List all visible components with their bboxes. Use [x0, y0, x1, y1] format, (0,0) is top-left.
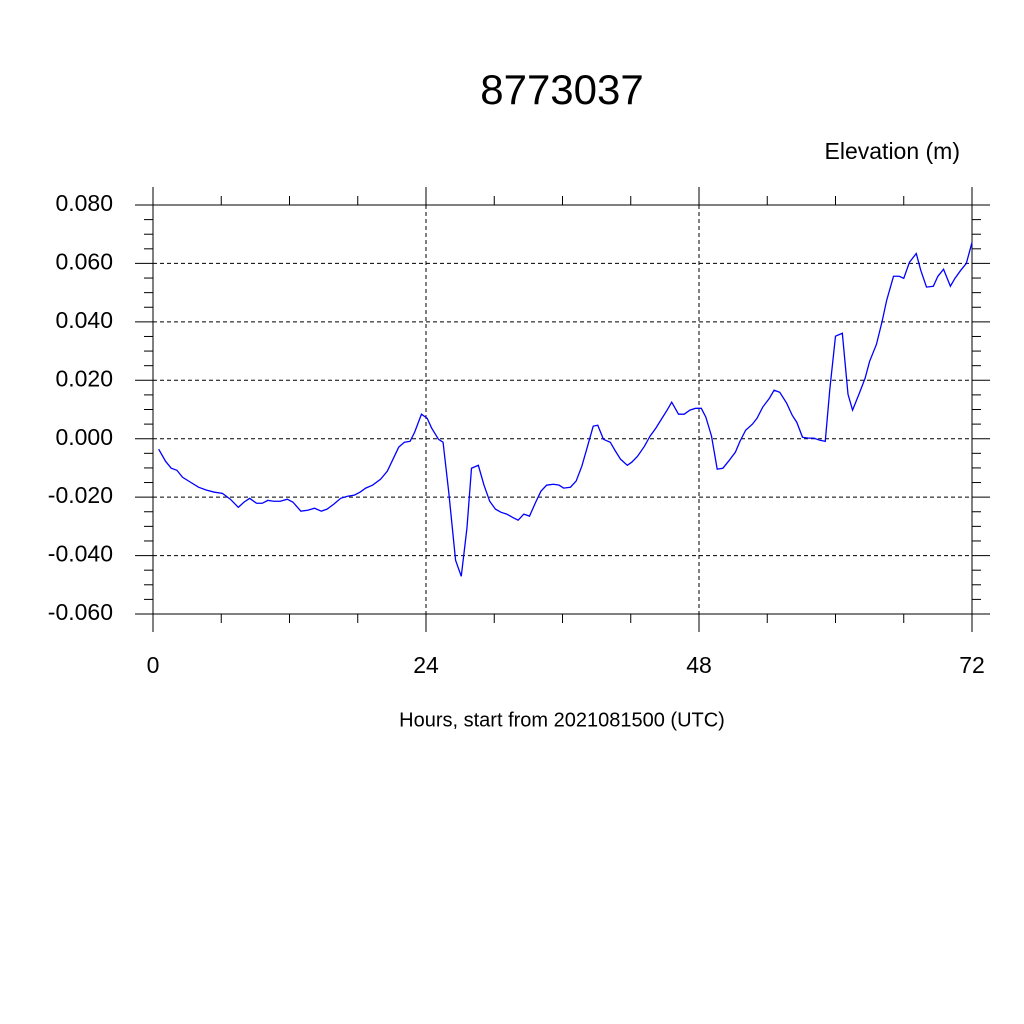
- y-tick-label: 0.040: [55, 307, 113, 333]
- x-tick-label: 72: [959, 652, 985, 678]
- x-tick-label: 0: [147, 652, 160, 678]
- plot-frame: [152, 204, 973, 615]
- chart-title: 8773037: [480, 66, 644, 113]
- x-axis-label: Hours, start from 2021081500 (UTC): [399, 709, 725, 731]
- y-tick-label: 0.020: [55, 365, 113, 391]
- y-tick-label: -0.040: [48, 541, 113, 567]
- data-line: [158, 242, 973, 577]
- y-tick-label: 0.000: [55, 424, 113, 450]
- x-tick-label: 48: [686, 652, 712, 678]
- x-tick-label: 24: [413, 652, 439, 678]
- y-tick-label: 0.080: [55, 190, 113, 216]
- y-axis-label: Elevation (m): [825, 138, 960, 164]
- y-tick-label: 0.060: [55, 249, 113, 275]
- y-tick-label: -0.060: [48, 599, 113, 625]
- y-tick-label: -0.020: [48, 482, 113, 508]
